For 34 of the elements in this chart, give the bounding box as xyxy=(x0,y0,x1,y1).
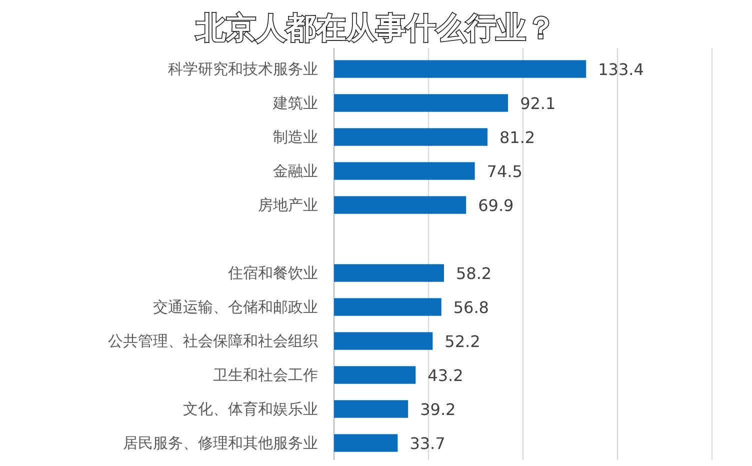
y-tick-label: 建筑业 xyxy=(272,94,318,112)
y-tick-label: 公共管理、社会保障和社会组织 xyxy=(108,332,318,350)
data-label: 33.7 xyxy=(410,434,446,453)
data-label: 52.2 xyxy=(444,332,480,351)
data-label: 56.8 xyxy=(453,298,489,317)
y-tick-label: 制造业 xyxy=(273,128,318,146)
y-tick-label: 住宿和餐饮业 xyxy=(227,264,318,282)
bar xyxy=(334,128,488,146)
y-tick-label: 交通运输、仓储和邮政业 xyxy=(153,298,318,316)
chart-title: 北京人都在从事什么行业？ xyxy=(195,11,556,46)
bar xyxy=(334,162,475,180)
data-label: 81.2 xyxy=(499,128,536,147)
bar xyxy=(334,196,466,214)
data-label: 69.9 xyxy=(478,196,514,215)
bar xyxy=(334,366,416,384)
bar xyxy=(334,434,398,452)
y-tick-label: 房地产业 xyxy=(258,196,318,214)
data-label: 58.2 xyxy=(456,264,492,283)
y-tick-label: 文化、体育和娱乐业 xyxy=(183,400,318,418)
y-tick-label: 金融业 xyxy=(273,162,318,180)
y-tick-label: 卫生和社会工作 xyxy=(213,366,318,384)
bar xyxy=(334,400,408,418)
bar xyxy=(334,332,433,350)
data-label: 39.2 xyxy=(420,400,456,419)
data-label: 43.2 xyxy=(428,366,464,385)
bar xyxy=(334,264,444,282)
bar xyxy=(334,94,508,112)
bar xyxy=(334,60,586,78)
data-label: 74.5 xyxy=(486,162,522,181)
data-label: 133.4 xyxy=(598,60,644,79)
y-tick-label: 科学研究和技术服务业 xyxy=(168,60,318,78)
y-tick-label: 居民服务、修理和其他服务业 xyxy=(123,434,318,452)
data-label: 92.1 xyxy=(520,94,556,113)
bar xyxy=(334,298,442,316)
